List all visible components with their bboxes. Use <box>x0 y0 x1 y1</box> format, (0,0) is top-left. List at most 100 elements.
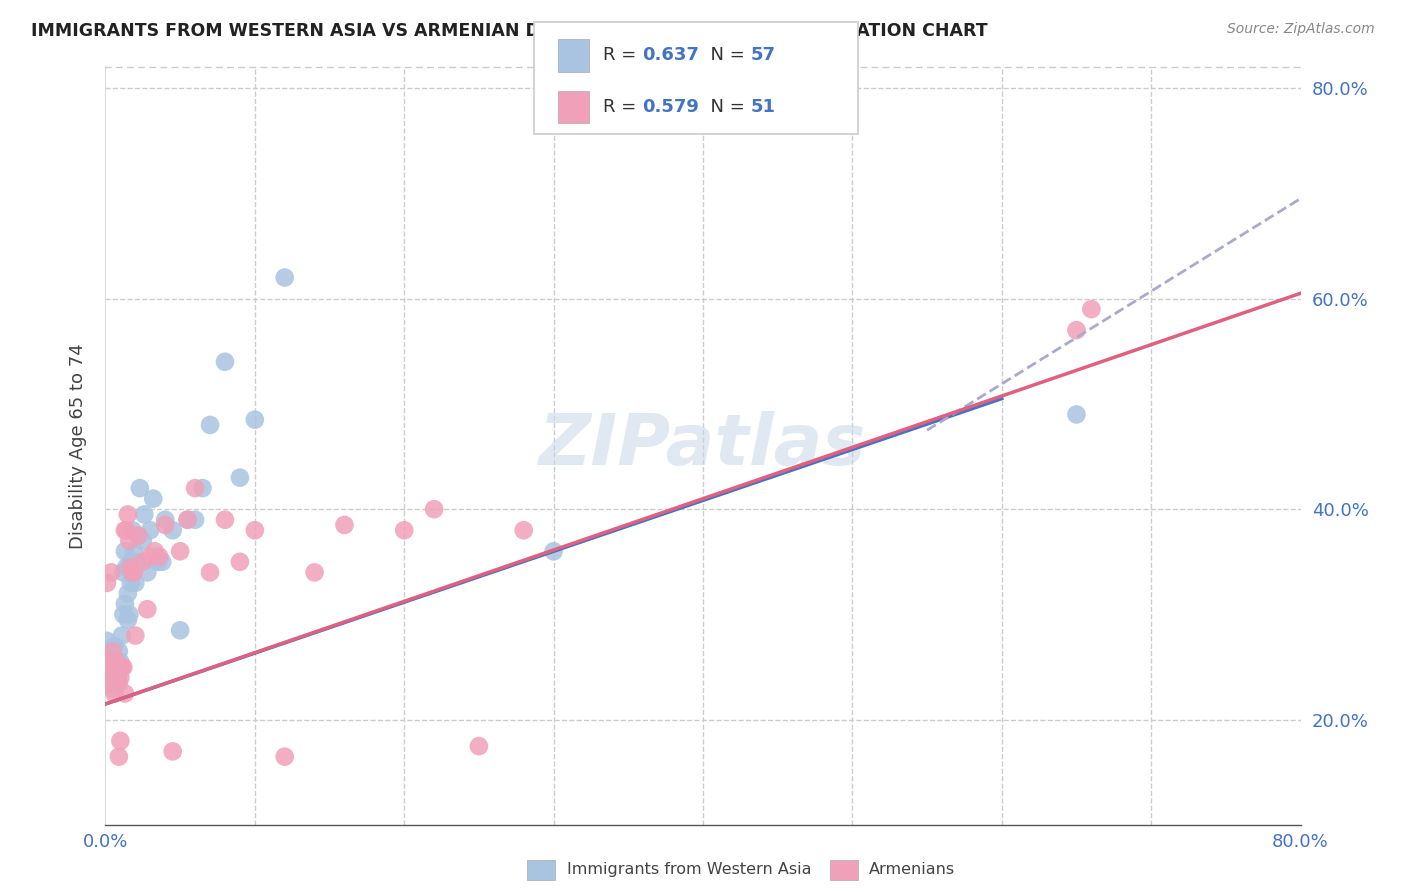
Point <box>112 566 135 580</box>
Point <box>101 681 124 696</box>
Point <box>304 566 326 580</box>
Point <box>127 528 149 542</box>
Point <box>143 544 166 558</box>
Point <box>273 270 295 285</box>
Point <box>103 686 125 700</box>
Text: 0.579: 0.579 <box>643 98 699 116</box>
Point <box>103 639 125 653</box>
Point <box>104 655 127 669</box>
Point <box>176 513 198 527</box>
Point <box>120 575 142 590</box>
Point <box>115 523 138 537</box>
Point <box>198 566 221 580</box>
Point <box>98 665 121 680</box>
Point <box>108 749 131 764</box>
Point <box>214 355 236 369</box>
Point <box>513 523 536 537</box>
Point <box>114 544 136 558</box>
Point <box>120 555 142 569</box>
Point <box>117 586 139 600</box>
Point <box>127 528 149 542</box>
Point <box>243 412 266 426</box>
Point <box>107 655 129 669</box>
Text: Source: ZipAtlas.com: Source: ZipAtlas.com <box>1227 22 1375 37</box>
Point <box>124 575 146 590</box>
Point <box>139 549 162 564</box>
Point <box>110 655 132 669</box>
Point <box>114 686 136 700</box>
Point <box>122 544 145 558</box>
Point <box>124 628 146 642</box>
Point <box>108 676 131 690</box>
Point <box>132 533 155 548</box>
Point <box>142 491 165 506</box>
Point <box>103 660 125 674</box>
Point <box>100 566 122 580</box>
Point <box>104 660 127 674</box>
Point <box>169 624 191 638</box>
Point <box>111 660 134 674</box>
Point <box>134 508 156 522</box>
Text: R =: R = <box>603 46 643 64</box>
Point <box>121 566 143 580</box>
Point <box>112 607 135 622</box>
Point <box>1066 323 1088 337</box>
Point <box>122 566 145 580</box>
Point <box>101 644 124 658</box>
Point <box>97 665 120 680</box>
Point <box>97 665 120 680</box>
Text: Armenians: Armenians <box>869 863 955 877</box>
Point <box>117 613 139 627</box>
Point <box>139 523 162 537</box>
Point <box>155 513 177 527</box>
Point <box>97 649 120 664</box>
Point <box>96 575 118 590</box>
Point <box>100 676 122 690</box>
Point <box>243 523 266 537</box>
Text: 0.637: 0.637 <box>643 46 699 64</box>
Point <box>104 676 127 690</box>
Point <box>115 560 138 574</box>
Point <box>110 734 132 748</box>
Point <box>333 518 356 533</box>
Point <box>132 555 155 569</box>
Point <box>121 523 143 537</box>
Point <box>96 633 118 648</box>
Point <box>394 523 416 537</box>
Point <box>155 518 177 533</box>
Point <box>184 481 207 495</box>
Point <box>114 523 136 537</box>
Point <box>229 470 252 484</box>
Point <box>198 417 221 432</box>
Point <box>112 660 135 674</box>
Point <box>136 602 159 616</box>
Point <box>273 749 295 764</box>
Point <box>110 671 132 685</box>
Point <box>1066 408 1088 422</box>
Text: Immigrants from Western Asia: Immigrants from Western Asia <box>567 863 811 877</box>
Text: 57: 57 <box>751 46 776 64</box>
Point <box>229 555 252 569</box>
Point <box>169 544 191 558</box>
Point <box>468 739 491 753</box>
Point <box>423 502 446 516</box>
Text: N =: N = <box>699 46 751 64</box>
Point <box>101 671 124 685</box>
Point <box>108 644 131 658</box>
Text: N =: N = <box>699 98 751 116</box>
Point <box>104 671 127 685</box>
Point <box>114 597 136 611</box>
Point <box>148 549 170 564</box>
Point <box>128 481 150 495</box>
Y-axis label: Disability Age 65 to 74: Disability Age 65 to 74 <box>69 343 87 549</box>
Point <box>103 665 125 680</box>
Point <box>98 655 121 669</box>
Point <box>107 671 129 685</box>
Point <box>111 628 134 642</box>
Text: 51: 51 <box>751 98 776 116</box>
Point <box>101 644 124 658</box>
Point <box>97 655 120 669</box>
Point <box>107 671 129 685</box>
Point <box>176 513 198 527</box>
Point <box>136 566 159 580</box>
